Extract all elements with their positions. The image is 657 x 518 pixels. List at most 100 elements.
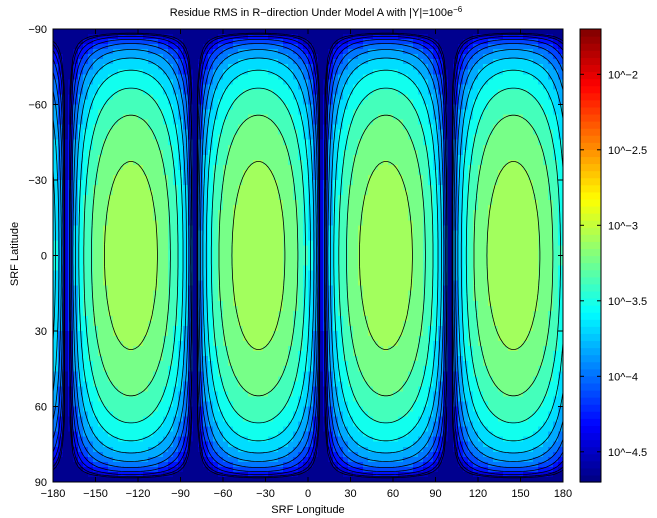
contour-cell: [53, 34, 59, 40]
contour-cell: [468, 59, 474, 65]
contour-cell: [128, 190, 134, 196]
contour-cell: [223, 260, 229, 267]
contour-cell: [98, 34, 104, 40]
contour-cell: [398, 54, 404, 60]
contour-cell: [308, 210, 314, 216]
contour-cell: [468, 34, 474, 40]
contour-cell: [93, 69, 99, 75]
contour-cell: [183, 220, 189, 226]
contour-cell: [258, 230, 264, 236]
contour-cell: [363, 114, 369, 121]
contour-cell: [243, 169, 249, 176]
contour-cell: [348, 64, 354, 70]
contour-cell: [168, 220, 174, 226]
contour-cell: [143, 79, 149, 85]
contour-cell: [513, 220, 519, 226]
contour-cell: [233, 34, 239, 40]
contour-cell: [228, 139, 234, 146]
contour-cell: [288, 235, 294, 241]
contour-cell: [198, 104, 204, 111]
contour-cell: [528, 99, 534, 106]
contour-cell: [508, 64, 514, 70]
contour-cell: [158, 164, 164, 171]
contour-cell: [408, 74, 414, 80]
contour-cell: [308, 44, 314, 50]
contour-cell: [353, 180, 359, 186]
contour-cell: [543, 109, 549, 116]
contour-cell: [273, 149, 279, 156]
contour-cell: [358, 29, 364, 35]
contour-cell: [478, 225, 484, 231]
contour-cell: [403, 169, 409, 176]
contour-cell: [358, 230, 364, 236]
contour-cell: [548, 215, 554, 221]
contour-cell: [168, 215, 174, 221]
contour-cell: [543, 225, 549, 231]
contour-cell: [358, 104, 364, 111]
contour-cell: [123, 205, 129, 211]
contour-cell: [288, 39, 294, 45]
contour-cell: [268, 195, 274, 201]
contour-cell: [128, 34, 134, 40]
contour-cell: [363, 79, 369, 85]
contour-cell: [383, 79, 389, 85]
contour-cell: [53, 74, 59, 80]
contour-cell: [198, 174, 204, 181]
contour-cell: [268, 54, 274, 60]
contour-cell: [533, 235, 539, 241]
contour-cell: [93, 104, 99, 111]
contour-cell: [248, 225, 254, 231]
contour-cell: [213, 205, 219, 211]
contour-cell: [368, 185, 374, 191]
contour-cell: [123, 149, 129, 156]
contour-cell: [378, 225, 384, 231]
contour-cell: [478, 164, 484, 171]
contour-cell: [458, 235, 464, 241]
contour-cell: [98, 89, 104, 96]
contour-cell: [373, 69, 379, 75]
contour-cell: [303, 205, 309, 211]
contour-cell: [58, 139, 64, 146]
contour-cell: [168, 69, 174, 75]
contour-cell: [113, 64, 119, 70]
contour-cell: [143, 185, 149, 191]
contour-cell: [518, 59, 524, 65]
contour-cell: [308, 34, 314, 40]
contour-cell: [438, 255, 444, 262]
contour-cell: [198, 109, 204, 116]
contour-cell: [308, 94, 314, 101]
contour-cell: [308, 129, 314, 136]
contour-cell: [178, 149, 184, 156]
contour-cell: [273, 114, 279, 121]
contour-cell: [513, 200, 519, 206]
contour-cell: [348, 205, 354, 211]
contour-cell: [293, 59, 299, 65]
contour-cell: [323, 49, 329, 55]
contour-cell: [183, 159, 189, 166]
contour-cell: [98, 129, 104, 136]
contour-cell: [393, 99, 399, 106]
contour-cell: [413, 74, 419, 80]
contour-cell: [298, 69, 304, 75]
contour-cell: [438, 250, 444, 257]
contour-cell: [333, 64, 339, 70]
contour-cell: [138, 185, 144, 191]
contour-cell: [443, 39, 449, 45]
contour-cell: [233, 94, 239, 101]
contour-cell: [453, 84, 459, 90]
contour-cell: [463, 119, 469, 126]
contour-cell: [93, 250, 99, 257]
contour-cell: [263, 270, 269, 277]
contour-cell: [478, 109, 484, 116]
contour-cell: [423, 119, 429, 126]
contour-cell: [53, 69, 59, 75]
contour-cell: [503, 139, 509, 146]
contour-cell: [248, 79, 254, 85]
contour-cell: [543, 200, 549, 206]
contour-cell: [108, 210, 114, 216]
contour-cell: [223, 44, 229, 50]
contour-cell: [273, 164, 279, 171]
contour-cell: [53, 169, 59, 176]
contour-cell: [433, 195, 439, 201]
contour-cell: [423, 164, 429, 171]
